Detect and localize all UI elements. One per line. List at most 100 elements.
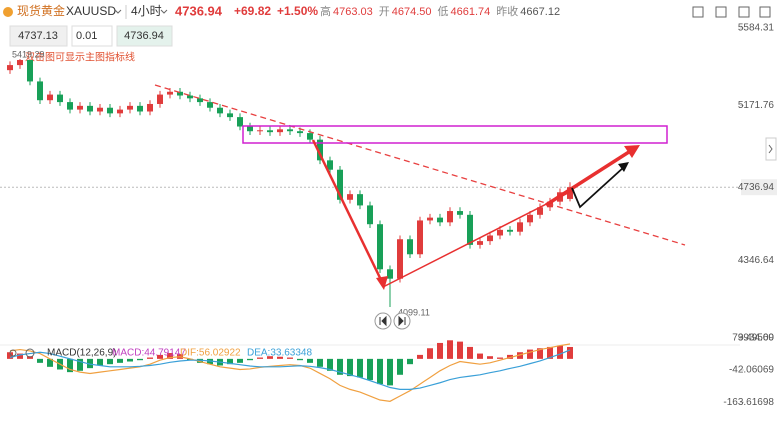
arrow bbox=[382, 189, 575, 288]
candle-body bbox=[267, 130, 273, 133]
macd-bar bbox=[317, 358, 323, 367]
candle-body bbox=[327, 160, 333, 170]
change-pct: +1.50% bbox=[277, 4, 318, 18]
side-icon[interactable] bbox=[768, 144, 773, 154]
candle-body bbox=[457, 211, 463, 215]
macd-bar bbox=[167, 353, 173, 359]
macd-bar bbox=[47, 358, 53, 367]
input-box[interactable] bbox=[71, 25, 113, 47]
macd-bar bbox=[117, 358, 123, 363]
macd-bar bbox=[497, 357, 503, 359]
last-price-box bbox=[741, 179, 777, 196]
input-box[interactable] bbox=[116, 25, 173, 47]
macd-bar bbox=[197, 358, 203, 363]
symbol-name[interactable]: 现货黄金 bbox=[17, 3, 65, 18]
macd-bar bbox=[507, 354, 513, 359]
arrow bbox=[545, 148, 633, 207]
macd-bar bbox=[467, 346, 473, 359]
macd-bar bbox=[247, 358, 253, 361]
candle-body bbox=[177, 91, 183, 96]
tool-icon[interactable] bbox=[715, 6, 727, 18]
candle-body bbox=[307, 133, 313, 140]
stat-value: 4763.03 bbox=[333, 6, 373, 18]
candle-body bbox=[247, 126, 253, 132]
candle-body bbox=[157, 94, 163, 104]
candle-body bbox=[17, 60, 23, 66]
candle-body bbox=[507, 229, 513, 232]
symbol-code[interactable]: XAUUSD bbox=[66, 4, 116, 18]
candle-body bbox=[57, 94, 63, 103]
tool-icon[interactable] bbox=[759, 6, 771, 18]
candle-body bbox=[67, 102, 73, 110]
stats: 高 4763.03 开 4674.50 低 4661.74 昨收 4667.12 bbox=[320, 4, 560, 18]
stat-label: 开 bbox=[379, 6, 390, 18]
macd-bar bbox=[367, 358, 373, 381]
macd-icon[interactable] bbox=[9, 349, 17, 357]
candle-body bbox=[167, 91, 173, 95]
macd-bar bbox=[377, 358, 383, 385]
macd-bar bbox=[477, 353, 483, 359]
period[interactable]: 4小时 bbox=[131, 4, 162, 18]
macd-bar bbox=[517, 352, 523, 359]
arrow-head bbox=[624, 145, 640, 158]
arrow-head bbox=[618, 162, 629, 172]
candle-body bbox=[377, 224, 383, 270]
stat-value: 4674.50 bbox=[392, 6, 432, 18]
candle-body bbox=[467, 214, 473, 245]
candle-body bbox=[387, 269, 393, 279]
macd-bar bbox=[357, 358, 363, 378]
macd-bar bbox=[487, 356, 493, 359]
y-tick-label: 4346.64 bbox=[738, 255, 775, 266]
dropdown-icon[interactable] bbox=[160, 9, 168, 14]
macd-bar bbox=[327, 358, 333, 371]
candle-body bbox=[37, 81, 43, 101]
nav-icon[interactable] bbox=[379, 315, 387, 327]
candle-body bbox=[357, 194, 363, 206]
macd-bar bbox=[147, 357, 153, 359]
dropdown-icon[interactable] bbox=[114, 9, 122, 14]
macd-bar bbox=[557, 345, 563, 359]
stat-value: 4661.74 bbox=[451, 6, 491, 18]
nav-icon[interactable] bbox=[398, 315, 406, 327]
macd-bar bbox=[347, 358, 353, 377]
tool-icon[interactable] bbox=[692, 6, 704, 18]
macd-bar bbox=[157, 354, 163, 359]
macd-title: MACD(12,26,9) bbox=[47, 348, 116, 359]
macd-bar bbox=[107, 358, 113, 365]
candle-body bbox=[97, 107, 103, 112]
candle-body bbox=[347, 194, 353, 200]
candle-body bbox=[127, 105, 133, 110]
candle-body bbox=[237, 117, 243, 127]
macd-bar bbox=[387, 358, 393, 386]
macd-line bbox=[9, 343, 571, 402]
candle-body bbox=[117, 109, 123, 114]
macd-bar bbox=[37, 358, 43, 363]
input-box[interactable] bbox=[9, 25, 68, 47]
macd-bar bbox=[67, 358, 73, 373]
input-lot[interactable]: 0.01 bbox=[76, 30, 97, 42]
candle-body bbox=[47, 94, 53, 101]
candle-body bbox=[207, 102, 213, 108]
side-button[interactable] bbox=[765, 137, 777, 161]
macd-icon[interactable] bbox=[25, 348, 35, 358]
macd-bar bbox=[187, 358, 193, 361]
candle-body bbox=[537, 207, 543, 215]
input-buy[interactable]: 4736.94 bbox=[124, 30, 164, 42]
max-label: 5419.29 bbox=[12, 49, 45, 59]
resistance-box bbox=[242, 125, 668, 144]
candle-body bbox=[297, 131, 303, 134]
candle-body bbox=[137, 105, 143, 112]
hint: 双击图可显示主图指标线 bbox=[25, 51, 135, 64]
candle-body bbox=[337, 169, 343, 200]
macd-bar bbox=[527, 349, 533, 359]
input-sell[interactable]: 4737.13 bbox=[18, 30, 58, 42]
candle-body bbox=[487, 235, 493, 242]
candle-body bbox=[147, 103, 153, 112]
macd-bar bbox=[537, 348, 543, 359]
candle-body bbox=[317, 139, 323, 161]
macd-bar bbox=[227, 358, 233, 365]
tool-icon[interactable] bbox=[738, 6, 750, 18]
candle-body bbox=[517, 222, 523, 232]
candle-body bbox=[107, 107, 113, 114]
